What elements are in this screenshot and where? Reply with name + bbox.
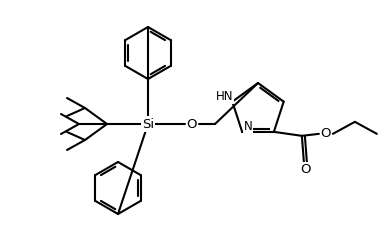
Text: Si: Si xyxy=(142,118,154,130)
Text: O: O xyxy=(187,118,197,130)
Text: N: N xyxy=(244,120,252,133)
Text: O: O xyxy=(321,127,331,140)
Text: O: O xyxy=(301,163,311,176)
Text: HN: HN xyxy=(216,90,233,103)
